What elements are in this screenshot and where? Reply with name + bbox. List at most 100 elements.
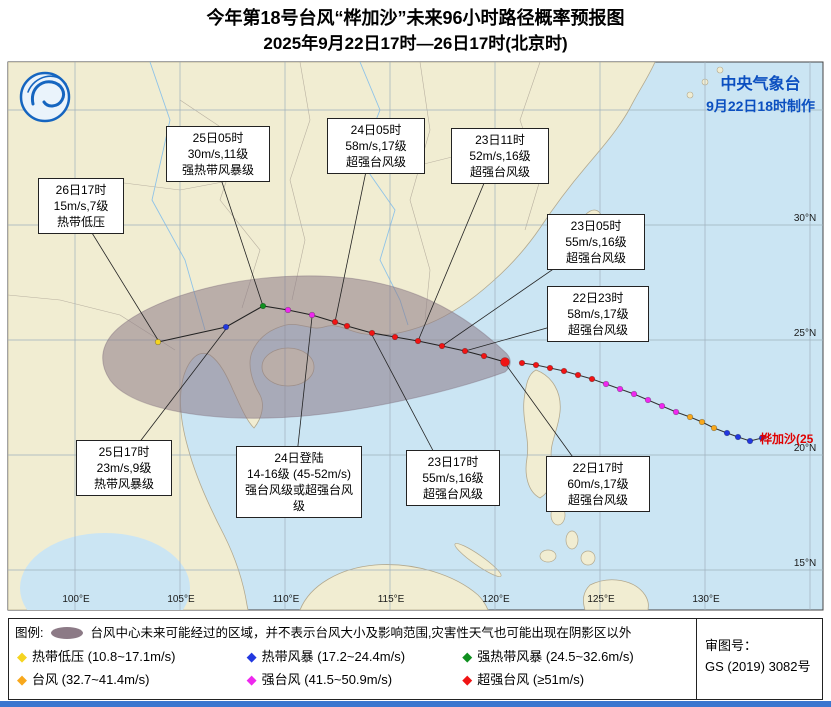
track-point — [331, 318, 339, 326]
typhoon-marker-icon: ◆ — [17, 672, 27, 687]
legend-title: 图例: — [15, 626, 44, 640]
forecast-callout-23d11h: 23日11时 52m/s,16级 超强台风级 — [451, 128, 549, 184]
legend-item-label: 热带低压 (10.8~17.1m/s) — [32, 649, 176, 664]
track-point — [308, 311, 316, 319]
island-visayas-2 — [565, 530, 579, 550]
storm-name-label: 桦加沙(25 — [760, 432, 814, 446]
forecast-callout-25d05h: 25日05时 30m/s,11级 强热带风暴级 — [166, 126, 270, 182]
callout-line: 超强台风级 — [422, 487, 483, 501]
callout-line: 22日23时 — [572, 291, 624, 305]
legend-cone-note: 台风中心未来可能经过的区域，并不表示台风大小及影响范围,灾害性天气也可能出现在阴… — [90, 626, 632, 640]
legend-item-label: 强热带风暴 (24.5~32.6m/s) — [477, 649, 634, 664]
license-label: 审图号： — [705, 638, 758, 653]
lat-tick: 25°N — [793, 328, 817, 339]
callout-line: 22日17时 — [572, 461, 624, 475]
callout-line: 热带低压 — [56, 215, 105, 229]
legend-item-label: 台风 (32.7~41.4m/s) — [32, 672, 150, 687]
track-point — [461, 347, 469, 355]
callout-line: 超强台风级 — [567, 323, 628, 337]
island-ryukyu-1 — [686, 91, 694, 99]
lon-tick: 110°E — [272, 594, 300, 605]
callout-line: 24日05时 — [350, 123, 402, 137]
legend-item-sts: ◆ 强热带风暴 (24.5~32.6m/s) — [460, 648, 633, 665]
lon-tick: 130°E — [692, 594, 720, 605]
callout-line: 58m/s,17级 — [345, 139, 407, 153]
observed-track-points — [518, 359, 766, 445]
tropical-storm-marker-icon: ◆ — [246, 649, 257, 664]
callout-line: 超强台风级 — [567, 493, 628, 507]
track-point — [686, 413, 694, 421]
track-point — [500, 357, 510, 367]
track-point — [746, 437, 754, 445]
island-visayas-3 — [539, 549, 557, 563]
island-visayas-4 — [580, 550, 596, 566]
track-point — [532, 361, 540, 369]
agency-issue-time: 9月22日18时制作 — [706, 98, 815, 114]
track-point — [588, 375, 596, 383]
track-point — [438, 342, 446, 350]
track-point — [672, 408, 680, 416]
callout-line: 25日17时 — [98, 445, 150, 459]
lat-tick: 20°N — [793, 443, 817, 454]
track-point — [698, 418, 706, 426]
track-point — [368, 329, 376, 337]
callout-line: 24日登陆 — [274, 451, 324, 465]
legend-row-2: ◆ 台风 (32.7~41.4m/s) ◆ 强台风 (41.5~50.9m/s) ◆… — [15, 671, 689, 688]
legend-row-1: ◆ 热带低压 (10.8~17.1m/s) ◆ 热带风暴 (17.2~24.4m/s… — [15, 648, 689, 665]
callout-line: 超强台风级 — [345, 155, 406, 169]
callout-line: 30m/s,11级 — [187, 147, 249, 161]
track-point — [518, 359, 526, 367]
track-point — [758, 434, 766, 442]
callout-line: 25日05时 — [192, 131, 244, 145]
track-point — [480, 352, 488, 360]
legend-item-ts: ◆ 热带风暴 (17.2~24.4m/s) — [245, 648, 457, 665]
callout-line: 55m/s,16级 — [422, 471, 484, 485]
legend: 图例: 台风中心未来可能经过的区域，并不表示台风大小及影响范围,灾害性天气也可能… — [8, 618, 823, 700]
page-title: 今年第18号台风“桦加沙”未来96小时路径概率预报图 2025年9月22日17时… — [0, 5, 831, 56]
legend-item-sty: ◆ 强台风 (41.5~50.9m/s) — [245, 671, 457, 688]
callout-line: 58m/s,17级 — [567, 307, 629, 321]
forecast-callout-24d-landfall: 24日登陆 14-16级 (45-52m/s) 强台风级或超强台风级 — [236, 446, 362, 518]
legend-item-label: 热带风暴 (17.2~24.4m/s) — [261, 649, 406, 664]
callout-line: 超强台风级 — [565, 251, 626, 265]
callout-line: 超强台风级 — [469, 165, 530, 179]
callout-line: 强热带风暴级 — [181, 163, 254, 177]
callout-line: 52m/s,16级 — [469, 149, 531, 163]
title-line1: 今年第18号台风“桦加沙”未来96小时路径概率预报图 — [206, 8, 625, 28]
title-line2: 2025年9月22日17时—26日17时(北京时) — [263, 34, 568, 53]
super-typhoon-marker-icon: ◆ — [462, 672, 473, 687]
agency-name: 中央气象台 — [720, 76, 801, 93]
forecast-callout-25d17h: 25日17时 23m/s,9级 热带风暴级 — [76, 440, 172, 496]
legend-item-label: 强台风 (41.5~50.9m/s) — [261, 672, 393, 687]
track-point — [343, 322, 351, 330]
island-ryukyu-3 — [716, 66, 724, 74]
forecast-track-points — [154, 302, 510, 367]
probability-cone — [102, 275, 511, 419]
agency-credit: 中央气象台 9月22日18时制作 — [706, 74, 815, 116]
track-point — [616, 385, 624, 393]
severe-typhoon-marker-icon: ◆ — [246, 672, 257, 687]
legend-main: 图例: 台风中心未来可能经过的区域，并不表示台风大小及影响范围,灾害性天气也可能… — [9, 619, 695, 699]
bottom-accent-bar — [0, 701, 831, 707]
lon-tick: 100°E — [62, 594, 90, 605]
island-palawan — [454, 543, 502, 577]
legend-item-td: ◆ 热带低压 (10.8~17.1m/s) — [15, 648, 241, 665]
track-point — [658, 402, 666, 410]
forecast-callout-24d05h: 24日05时 58m/s,17级 超强台风级 — [327, 118, 425, 174]
callout-line: 23日17时 — [427, 455, 479, 469]
callout-line: 15m/s,7级 — [53, 199, 109, 213]
callout-line: 26日17时 — [55, 183, 107, 197]
callout-line: 23日05时 — [570, 219, 622, 233]
callout-line: 23m/s,9级 — [96, 461, 152, 475]
lon-tick: 105°E — [167, 594, 195, 605]
track-point — [560, 367, 568, 375]
callout-line: 14-16级 (45-52m/s) — [246, 467, 352, 481]
lon-tick: 125°E — [587, 594, 615, 605]
forecast-callout-26d17h: 26日17时 15m/s,7级 热带低压 — [38, 178, 124, 234]
track-point — [723, 429, 731, 437]
track-point — [391, 333, 399, 341]
map-license: 审图号： GS (2019) 3082号 — [696, 619, 822, 699]
track-point — [602, 380, 610, 388]
track-point — [574, 371, 582, 379]
track-point — [710, 424, 718, 432]
